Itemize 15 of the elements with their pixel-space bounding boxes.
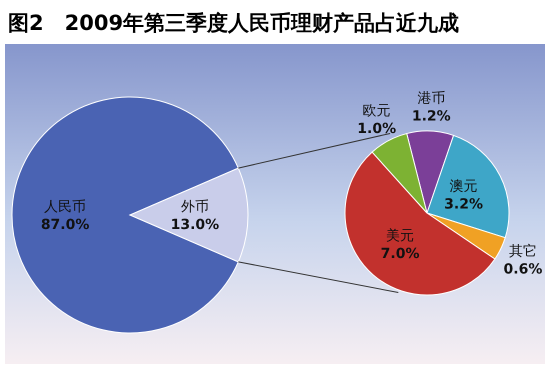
- slice-label: 外币: [180, 199, 209, 215]
- slice-label: 其它: [508, 243, 537, 260]
- slice-label: 澳元: [450, 178, 478, 195]
- data-label: 7.0%: [380, 246, 420, 262]
- data-label: 87.0%: [40, 217, 90, 233]
- data-label: 1.2%: [412, 108, 451, 124]
- data-label: 0.6%: [504, 261, 542, 278]
- slice-label: 人民币: [44, 199, 86, 215]
- data-label: 3.2%: [444, 196, 484, 213]
- slice-label: 欧元: [362, 103, 391, 120]
- data-label: 13.0%: [170, 217, 220, 233]
- data-label: 1.0%: [357, 121, 396, 138]
- chart-title: 图2 2009年第三季度人民币理财产品占近九成: [8, 11, 460, 35]
- slice-label: 美元: [386, 228, 414, 244]
- slice-label: 港币: [417, 90, 446, 106]
